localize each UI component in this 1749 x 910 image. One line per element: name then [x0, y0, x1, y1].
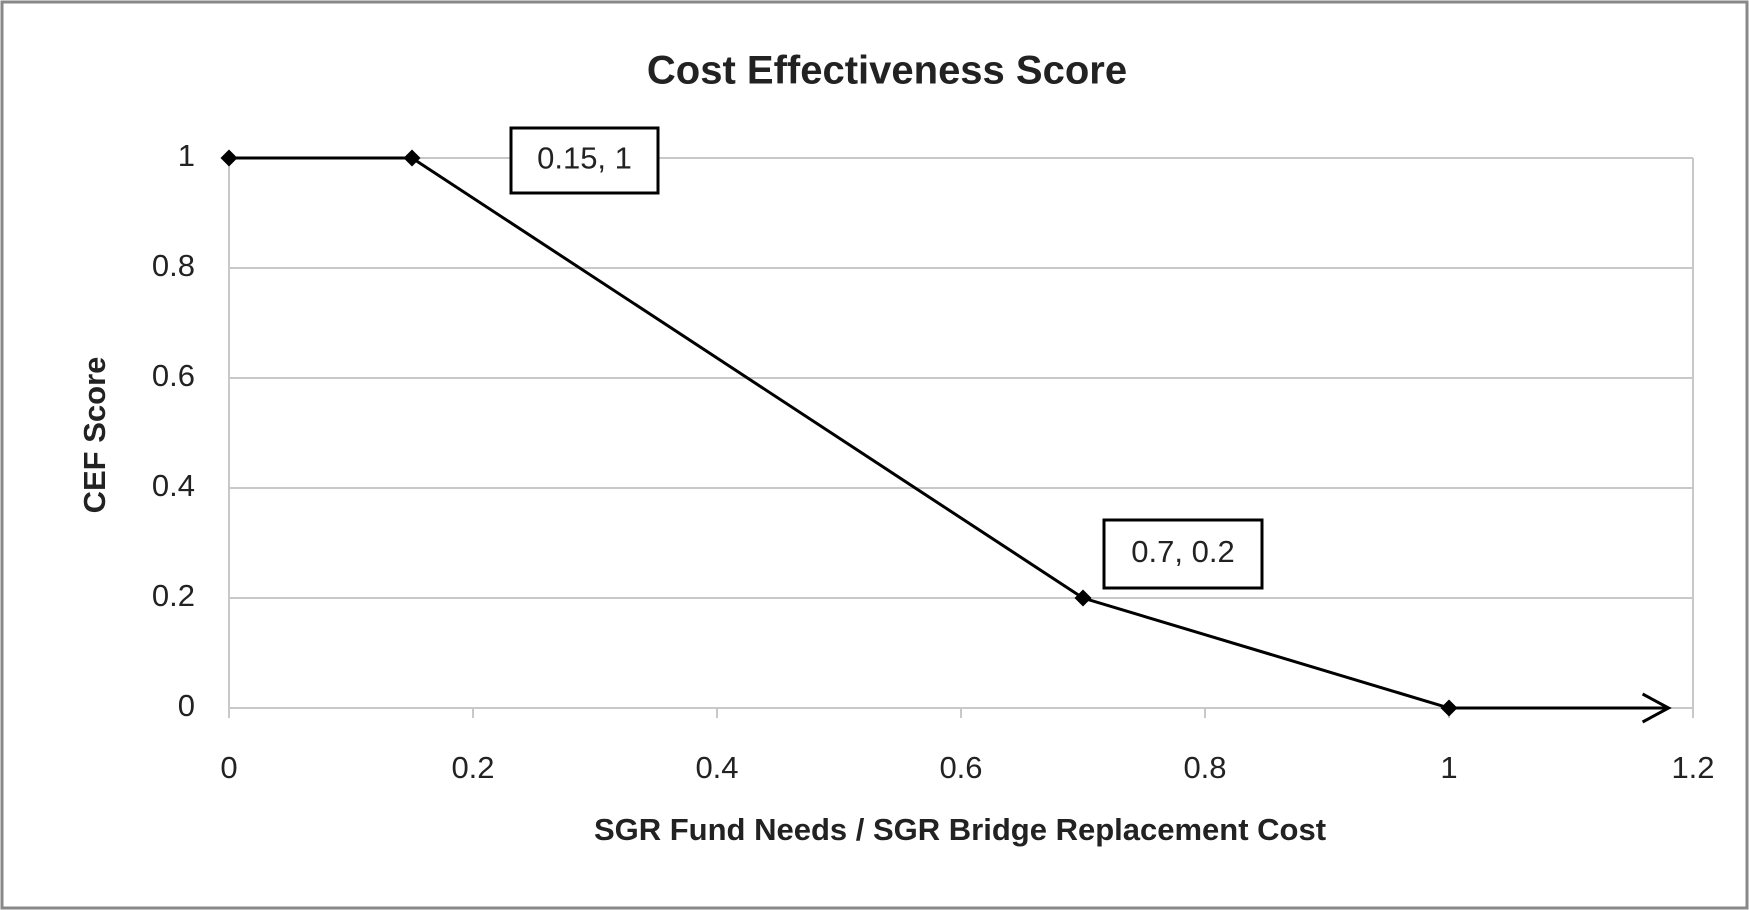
annotation-box	[509, 126, 660, 195]
x-tick-label: 0	[220, 750, 237, 785]
x-tick-label: 0.2	[451, 750, 494, 785]
chart-title: Cost Effectiveness Score	[647, 49, 1127, 93]
annotation-box	[1102, 518, 1264, 590]
y-tick-label: 0.4	[152, 468, 195, 503]
y-tick-label: 0.8	[152, 248, 195, 283]
annotation-text: 0.15, 1	[537, 141, 632, 176]
data-point	[1440, 699, 1458, 717]
data-point	[220, 149, 238, 167]
y-tick-label: 0	[178, 688, 195, 723]
x-tick-label: 1.2	[1671, 750, 1714, 785]
x-tick-label: 1	[1440, 750, 1457, 785]
annotation-text: 0.7, 0.2	[1131, 534, 1234, 569]
data-point	[1074, 589, 1092, 607]
x-tick-label: 0.4	[695, 750, 738, 785]
y-tick-label: 1	[178, 138, 195, 173]
y-tick-label: 0.2	[152, 578, 195, 613]
x-tick-label: 0.6	[939, 750, 982, 785]
x-axis-label: SGR Fund Needs / SGR Bridge Replacement …	[594, 812, 1326, 847]
y-tick-label: 0.6	[152, 358, 195, 393]
x-tick-label: 0.8	[1183, 750, 1226, 785]
arrow-head	[1641, 692, 1672, 724]
y-axis-label: CEF Score	[77, 357, 112, 514]
data-point	[403, 149, 421, 167]
